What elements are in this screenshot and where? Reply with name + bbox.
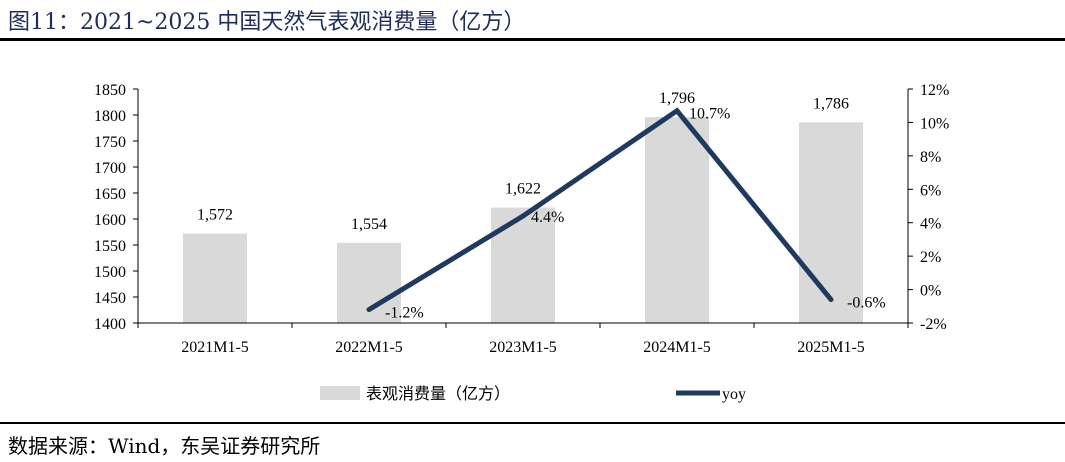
y-tick-label-left: 1500 <box>94 264 126 281</box>
x-tick-label: 2021M1-5 <box>181 339 249 356</box>
bar-value-label: 1,554 <box>351 216 387 233</box>
x-tick-label: 2023M1-5 <box>489 339 557 356</box>
y-tick-label-right: 10% <box>920 115 949 132</box>
legend-label-bar: 表观消费量（亿方） <box>366 385 510 403</box>
y-tick-label-right: 8% <box>920 149 941 166</box>
bottom-rule <box>0 422 1065 424</box>
y-tick-label-right: 4% <box>920 216 941 233</box>
bar-value-label: 1,786 <box>813 95 849 112</box>
top-rule <box>0 38 1065 41</box>
x-tick-label: 2024M1-5 <box>643 339 711 356</box>
yoy-value-label: -0.6% <box>847 295 886 312</box>
y-tick-label-left: 1550 <box>94 238 126 255</box>
y-tick-label-left: 1850 <box>94 82 126 99</box>
bar <box>183 233 247 323</box>
legend-label-line: yoy <box>722 386 746 403</box>
y-tick-label-left: 1700 <box>94 160 126 177</box>
bar <box>645 117 709 323</box>
y-tick-label-right: 0% <box>920 283 941 300</box>
y-tick-label-right: -2% <box>920 316 947 333</box>
y-tick-label-left: 1450 <box>94 290 126 307</box>
y-tick-label-left: 1400 <box>94 316 126 333</box>
y-tick-label-left: 1600 <box>94 212 126 229</box>
y-tick-label-left: 1650 <box>94 186 126 203</box>
yoy-line <box>366 107 834 313</box>
bar-value-label: 1,622 <box>505 181 541 198</box>
legend-swatch-bar <box>320 386 360 400</box>
y-tick-label-right: 12% <box>920 82 949 99</box>
y-tick-label-right: 6% <box>920 182 941 199</box>
figure-title: 图11：2021~2025 中国天然气表观消费量（亿方） <box>8 10 526 35</box>
bar <box>799 122 863 323</box>
x-tick-label: 2022M1-5 <box>335 339 403 356</box>
y-tick-label-right: 2% <box>920 249 941 266</box>
y-tick-label-left: 1800 <box>94 108 126 125</box>
x-tick-label: 2025M1-5 <box>797 339 865 356</box>
yoy-value-label: 10.7% <box>689 106 730 123</box>
yoy-value-label: -1.2% <box>385 305 424 322</box>
yoy-value-label: 4.4% <box>531 209 564 226</box>
bar-value-label: 1,796 <box>659 90 695 107</box>
source-note: 数据来源：Wind，东吴证券研究所 <box>8 434 321 458</box>
bar-value-label: 1,572 <box>197 207 233 224</box>
y-tick-label-left: 1750 <box>94 134 126 151</box>
